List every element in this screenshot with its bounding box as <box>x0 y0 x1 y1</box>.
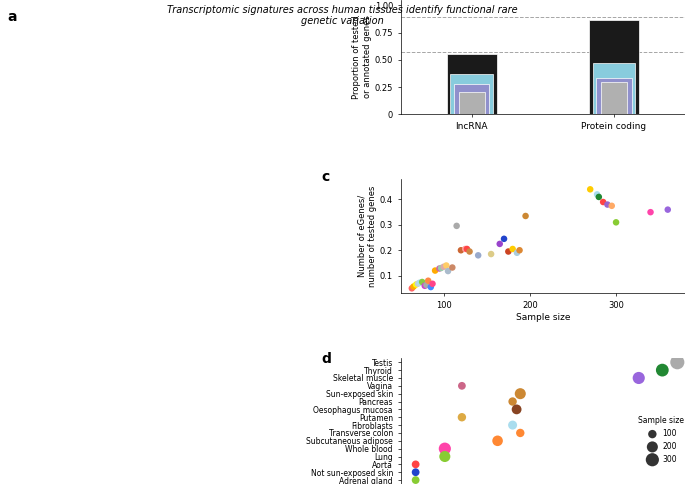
Point <box>507 398 518 406</box>
Point <box>486 250 497 258</box>
Point <box>427 280 438 287</box>
Point <box>585 185 596 193</box>
Bar <box>447 54 497 114</box>
Point <box>520 212 531 220</box>
Point <box>443 267 453 275</box>
Point <box>507 245 518 253</box>
Point <box>439 445 450 453</box>
Text: c: c <box>321 170 329 184</box>
Point <box>511 406 522 413</box>
Point <box>425 283 436 291</box>
Point <box>495 240 506 248</box>
Point <box>610 218 621 226</box>
Point <box>473 252 484 259</box>
Point <box>499 235 510 242</box>
Y-axis label: Proportion of tested
or annotated genes: Proportion of tested or annotated genes <box>352 15 372 99</box>
Point <box>429 267 440 274</box>
Point <box>456 246 466 254</box>
Point <box>410 460 421 468</box>
Point <box>414 279 425 287</box>
Point <box>593 193 604 201</box>
Bar <box>454 84 490 114</box>
Point <box>606 202 617 210</box>
Y-axis label: Number of eGenes/
number of tested genes: Number of eGenes/ number of tested genes <box>358 185 377 287</box>
Point <box>464 248 475 256</box>
Point <box>434 265 445 272</box>
Point <box>602 201 613 209</box>
Bar <box>601 82 627 114</box>
Point <box>507 421 518 429</box>
Point <box>514 246 525 254</box>
Point <box>441 262 452 270</box>
Point <box>410 476 421 484</box>
Text: d: d <box>321 352 331 366</box>
Point <box>456 413 467 421</box>
Point <box>447 264 458 272</box>
Point <box>592 191 603 198</box>
Point <box>456 382 467 390</box>
Point <box>672 358 683 366</box>
Point <box>439 453 450 460</box>
Point <box>421 281 432 289</box>
Point <box>515 390 526 397</box>
Point <box>512 249 523 257</box>
Point <box>633 374 644 382</box>
Point <box>406 285 417 292</box>
Point <box>462 245 473 253</box>
Point <box>410 281 421 288</box>
Point <box>662 206 673 213</box>
Text: a: a <box>8 10 17 24</box>
Bar <box>450 74 493 114</box>
Bar <box>596 78 632 114</box>
Legend: 100, 200, 300: 100, 200, 300 <box>635 413 685 467</box>
Point <box>438 263 449 271</box>
Point <box>657 366 668 374</box>
Bar <box>589 19 639 114</box>
Point <box>492 437 503 445</box>
Bar <box>459 92 484 114</box>
Point <box>460 245 471 253</box>
Point <box>412 280 423 287</box>
Point <box>419 282 430 289</box>
Point <box>408 283 419 290</box>
Bar <box>593 63 635 114</box>
Point <box>451 222 462 230</box>
Point <box>515 429 526 437</box>
X-axis label: Sample size: Sample size <box>516 313 570 322</box>
Point <box>503 248 514 256</box>
Text: Transcriptomic signatures across human tissues identify functional rare
genetic : Transcriptomic signatures across human t… <box>167 5 518 27</box>
Point <box>416 278 427 286</box>
Point <box>423 277 434 285</box>
Point <box>410 469 421 476</box>
Point <box>597 198 608 206</box>
Point <box>645 208 656 216</box>
Point <box>436 264 447 272</box>
